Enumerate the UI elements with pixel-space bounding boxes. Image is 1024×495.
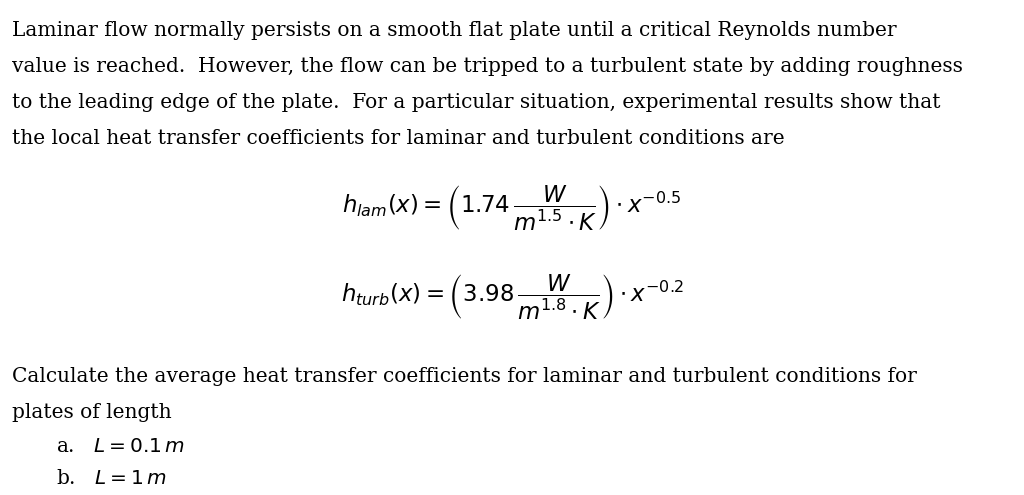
Text: plates of length: plates of length <box>12 403 172 422</box>
Text: $h_{lam}(x) = \left(1.74\,\dfrac{W}{m^{1.5}\cdot K}\right)\cdot x^{-0.5}$: $h_{lam}(x) = \left(1.74\,\dfrac{W}{m^{1… <box>342 184 682 234</box>
Text: the local heat transfer coefficients for laminar and turbulent conditions are: the local heat transfer coefficients for… <box>12 129 785 148</box>
Text: Calculate the average heat transfer coefficients for laminar and turbulent condi: Calculate the average heat transfer coef… <box>12 367 918 386</box>
Text: to the leading edge of the plate.  For a particular situation, experimental resu: to the leading edge of the plate. For a … <box>12 93 941 112</box>
Text: $h_{turb}(x) = \left(3.98\,\dfrac{W}{m^{1.8}\cdot K}\right)\cdot x^{-0.2}$: $h_{turb}(x) = \left(3.98\,\dfrac{W}{m^{… <box>341 272 683 322</box>
Text: value is reached.  However, the flow can be tripped to a turbulent state by addi: value is reached. However, the flow can … <box>12 57 964 76</box>
Text: a.   $L = 0.1\,m$: a. $L = 0.1\,m$ <box>56 437 185 455</box>
Text: Laminar flow normally persists on a smooth flat plate until a critical Reynolds : Laminar flow normally persists on a smoo… <box>12 21 897 40</box>
Text: b.   $L = 1\,m$: b. $L = 1\,m$ <box>56 469 167 488</box>
